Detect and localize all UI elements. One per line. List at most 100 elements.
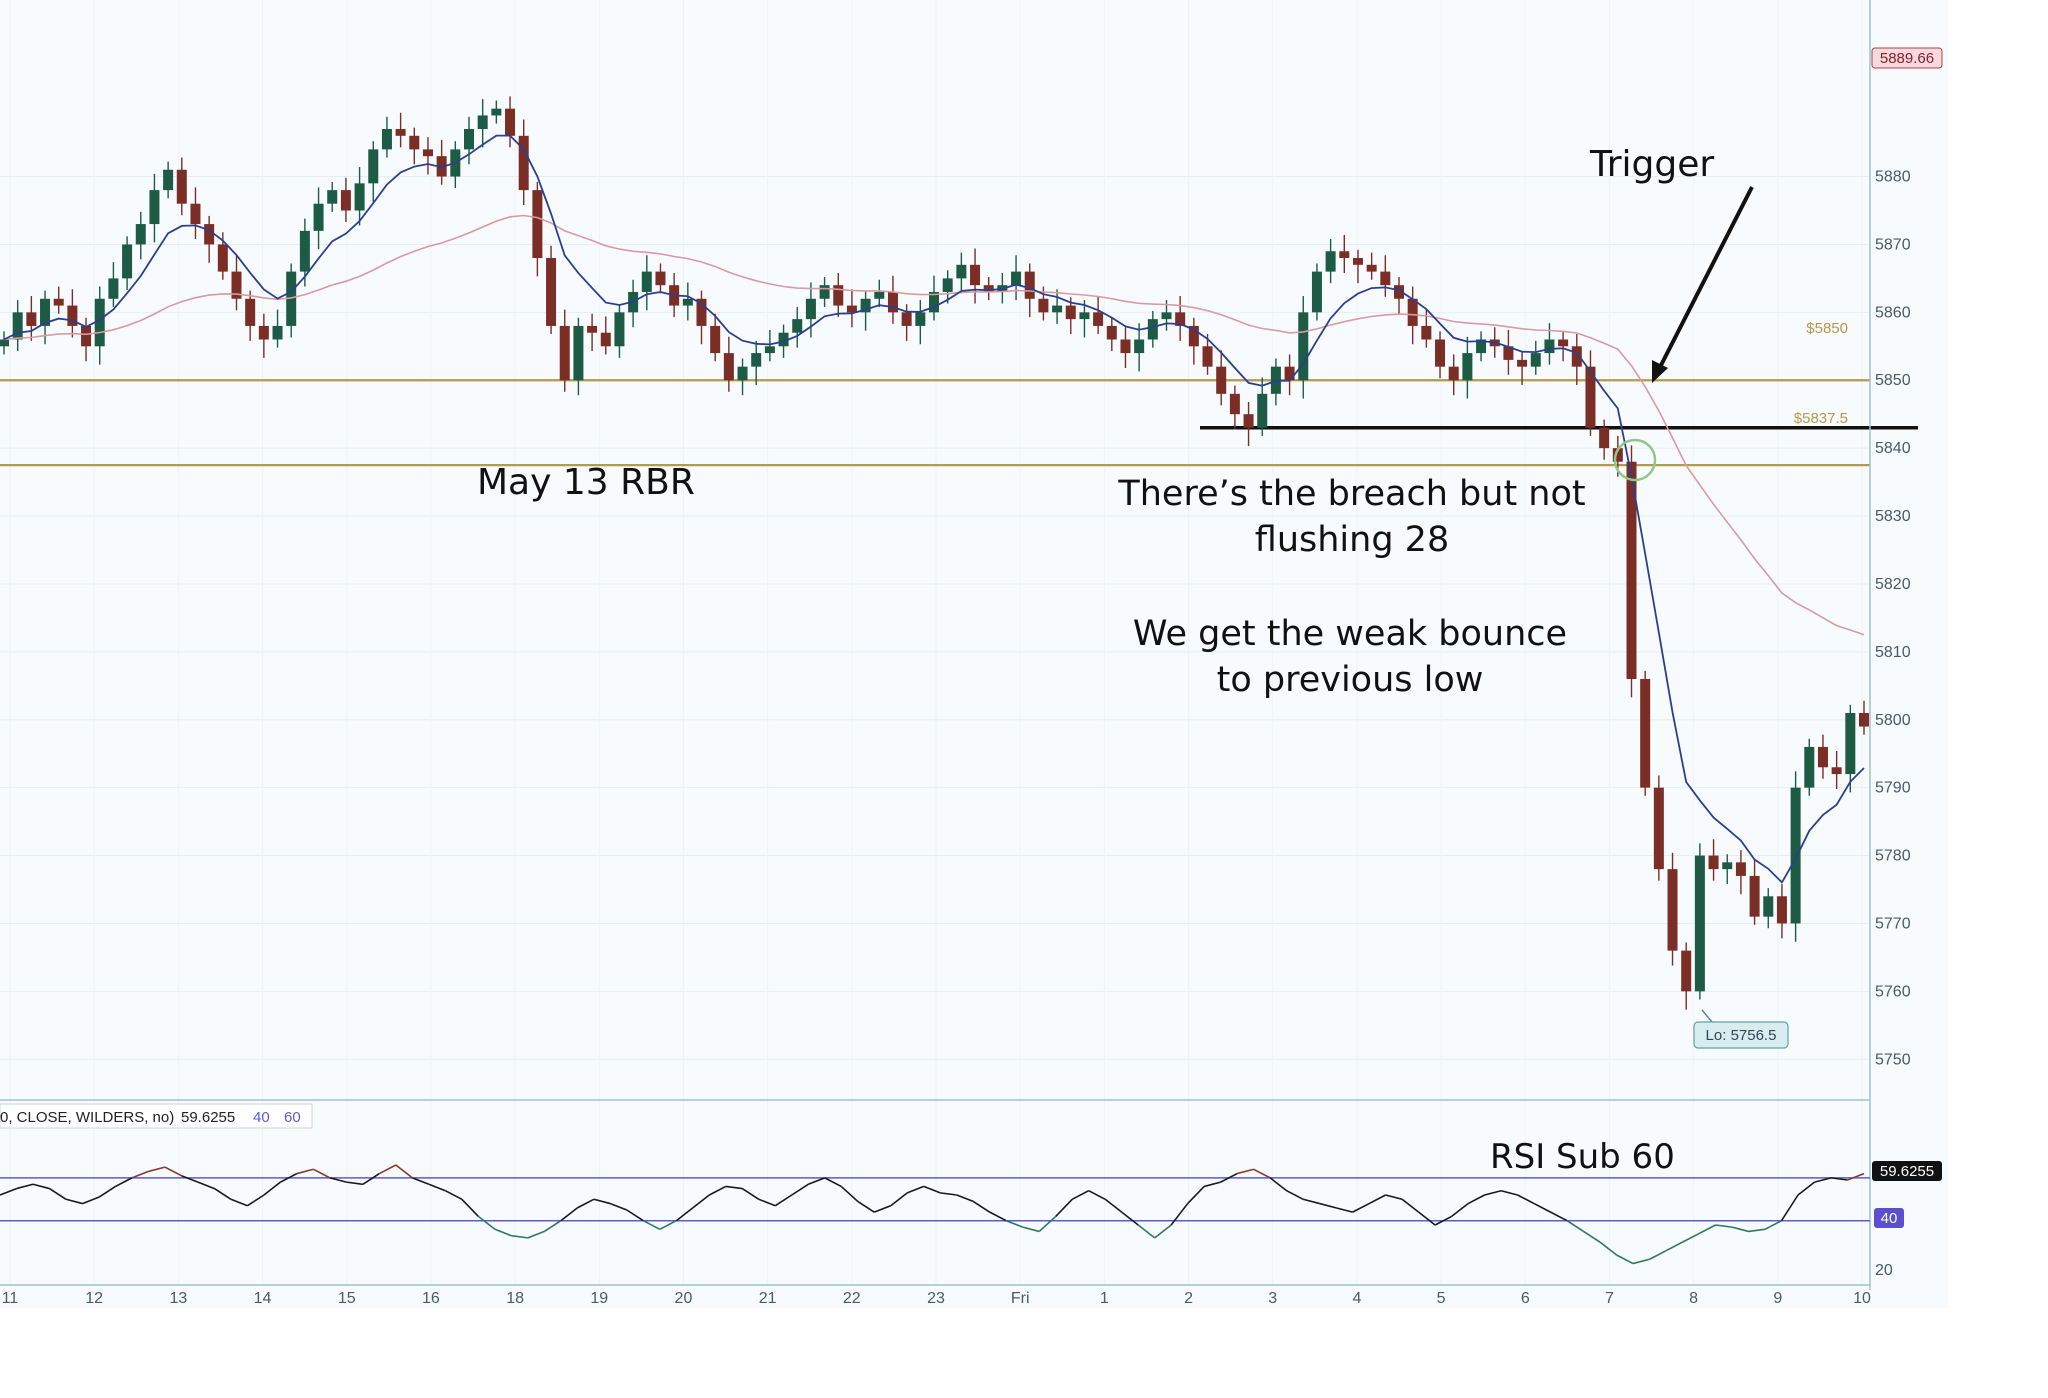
candle-body [983,285,994,292]
candle-body [915,312,926,326]
candle-body [751,353,762,367]
rsi-segment [16,1183,34,1190]
candle-body [1161,312,1172,320]
rsi-segment [1170,1203,1189,1226]
price-chart: 5750576057705780579058005810582058305840… [0,0,1943,1307]
candle-body [860,298,871,313]
price-tick-label: 5860 [1875,304,1911,321]
low-badge: Lo: 5756.5 [1693,1009,1789,1049]
candle-body [1530,353,1541,367]
candle-body [1845,712,1856,775]
rsi-segment [1616,1254,1634,1265]
candle-body [723,353,734,381]
candle-body [1407,298,1418,326]
rsi-segment [1500,1189,1518,1196]
rsi-segment [1154,1224,1172,1239]
time-tick-label: 9 [1773,1290,1782,1307]
rsi-segment [1071,1190,1090,1200]
time-tick-label: 16 [422,1290,440,1307]
rsi-pane [0,1164,1870,1265]
rsi-segment [32,1183,50,1190]
rsi-segment [511,1234,528,1239]
candle-body [381,129,392,150]
candle-body [1503,346,1514,360]
breach-circle [1613,438,1657,482]
rsi-segment [1121,1211,1139,1226]
rsi-segment [148,1166,166,1173]
time-tick-label: 7 [1605,1290,1614,1307]
rsi-segment [626,1209,644,1222]
rsi-segment [1533,1202,1551,1213]
annotation-rbr: May 13 RBR [477,462,695,503]
candle-body [1243,414,1254,428]
rsi-segment [181,1174,199,1183]
price-tick-label: 5820 [1875,576,1911,593]
candle-body [655,271,666,286]
rsi-segment [527,1230,545,1239]
candle-body [477,115,488,130]
candle-body [1448,366,1459,381]
candle-body [409,135,420,150]
rsi-segment [1203,1181,1221,1188]
rsi-header-box [0,1103,313,1129]
candle-body [1366,264,1377,272]
candle-body [929,291,939,313]
rsi-segment [543,1220,562,1233]
rsi-segment [362,1172,380,1185]
candle-body [1175,312,1186,326]
rsi-segment [1352,1202,1370,1213]
price-tick-label: 5840 [1875,440,1911,457]
time-tick-label: 12 [85,1290,103,1307]
rsi-segment [940,1192,957,1196]
rsi-segment [972,1200,991,1213]
price-tick-label: 5870 [1875,236,1911,253]
rsi-segment [659,1220,677,1230]
time-axis: 11 12 13 14 15 16 18 19 20 21 22 23 Fri 1 2 3 4 5 6 7 8 9 10 [2,1290,1871,1307]
candle-body [970,264,981,286]
candle-body [12,312,23,340]
candle-body [1188,325,1199,347]
svg-text:40: 40 [1881,1210,1898,1227]
candle-body [696,298,707,326]
candle-body [40,298,51,326]
candle-body [805,298,816,320]
rsi-upper-label: 60 [284,1109,301,1126]
candle-body [1202,346,1213,367]
rsi-segment [131,1170,149,1179]
rsi-segment [642,1220,661,1230]
candle-body [53,298,64,306]
rsi-segment [791,1183,809,1196]
candle-body [1134,339,1145,354]
price-tick-label: 5750 [1875,1051,1911,1068]
candle-body [1612,448,1623,462]
candle-body [1585,366,1596,428]
rsi-segment [115,1177,133,1188]
candle-body [1216,366,1227,394]
annotation-breach-1: There’s the breach but not [1117,474,1585,514]
candle-body [81,325,92,347]
time-tick-label: 4 [1352,1290,1361,1307]
time-tick-label: 11 [2,1290,19,1307]
candle-body [395,129,406,136]
svg-text:Lo: 5756.5: Lo: 5756.5 [1706,1027,1777,1044]
candle-body [1065,305,1076,320]
candle-body [614,312,625,347]
chart: 5750 5760 5770 5780 5790 5800 5810 5820 5830 5840… [0,0,1943,1307]
candle-body [1694,855,1705,992]
candle-body [1476,339,1487,354]
time-tick-label: 23 [927,1290,945,1307]
time-tick-label: 14 [254,1290,272,1307]
rsi-segment [1055,1198,1073,1217]
candle-body [874,291,885,299]
candle-body [368,149,379,184]
sma-line [3,214,1865,636]
rsi-segment [1335,1207,1353,1213]
candle-body [1298,312,1309,381]
rsi-segment [346,1181,364,1186]
candle-body [1776,896,1787,924]
rsi-segment [0,1187,17,1196]
candle-body [505,108,516,136]
rsi-segment [906,1185,925,1194]
time-tick-label: 15 [338,1290,356,1307]
rsi-segment [49,1187,67,1200]
